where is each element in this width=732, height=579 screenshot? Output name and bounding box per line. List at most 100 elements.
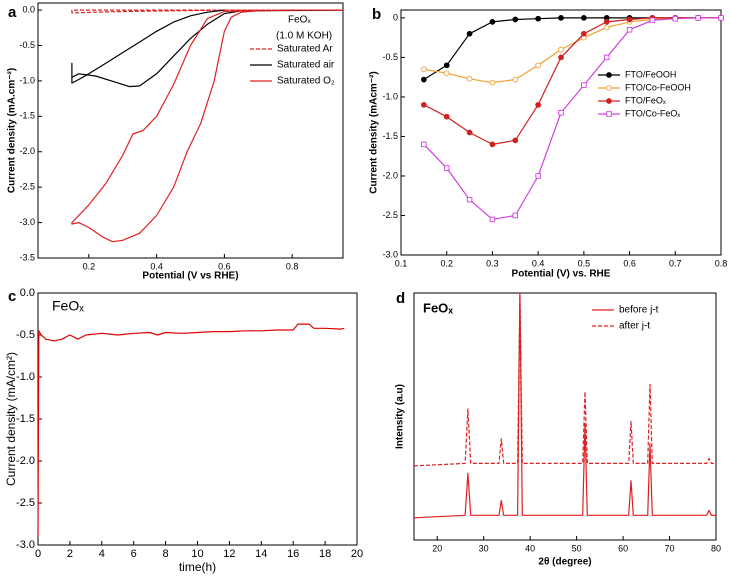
legend-marker <box>606 72 612 78</box>
marker <box>512 76 519 83</box>
legend-label: FTO/FeOOH <box>625 69 676 79</box>
y-axis-title: Current density (mA/cm²) <box>4 352 18 486</box>
marker <box>421 101 427 108</box>
marker <box>558 46 564 53</box>
marker <box>581 82 587 88</box>
series-line <box>413 292 716 467</box>
panel-letter: d <box>396 290 405 307</box>
marker <box>558 54 564 61</box>
y-tick-label: -2.0 <box>19 146 35 156</box>
marker <box>581 15 587 21</box>
legend-marker <box>606 111 612 117</box>
panel: d 20 30 40 50 60 70 80 2θ (degree) Intensity (a.u… <box>395 290 721 568</box>
legend-label: FTO/FeOₓ <box>625 95 666 105</box>
x-tick-label: 0.3 <box>486 258 499 268</box>
marker <box>466 75 473 82</box>
x-tick-label: 0.4 <box>532 258 545 268</box>
x-axis-title: time(h) <box>179 560 216 574</box>
legend-label: Saturated air <box>277 60 335 71</box>
x-tick-label: 0.7 <box>669 258 682 268</box>
y-tick-label: -0.5 <box>16 329 35 341</box>
series-line <box>71 9 344 88</box>
marker <box>603 54 610 61</box>
panel-letter: c <box>8 288 16 305</box>
marker <box>535 62 541 69</box>
marker <box>489 19 496 25</box>
legend-label: before j-t <box>619 305 659 316</box>
y-axis-title: Current density (mAcm⁻²) <box>369 71 380 194</box>
marker <box>443 62 450 69</box>
x-tick-label: 0 <box>35 548 41 560</box>
legend-marker <box>606 98 612 104</box>
annotation: FeOₓ <box>423 300 453 315</box>
marker <box>649 17 656 24</box>
x-tick-label: 8 <box>163 548 169 560</box>
marker <box>421 66 427 73</box>
marker <box>512 212 519 219</box>
plot-frame <box>413 292 717 541</box>
marker <box>581 30 587 37</box>
marker <box>535 173 541 179</box>
marker <box>512 16 519 23</box>
marker <box>421 141 427 148</box>
plot-frame <box>400 9 722 256</box>
panel: c 0 2 4 6 8 10 12 14 16 18 20 0.0 -0.5 -1.0 -1.5 -2.0 -2.… <box>4 287 363 574</box>
y-tick-label: -2.0 <box>382 170 398 180</box>
y-tick-label: -3.0 <box>382 249 398 259</box>
x-tick-label: 16 <box>287 548 299 560</box>
series-line <box>423 17 721 84</box>
plot-frame <box>37 2 344 259</box>
x-tick-label: 0.8 <box>715 258 728 268</box>
panel-letter: a <box>8 4 17 21</box>
marker <box>672 15 679 22</box>
y-tick-label: -2.5 <box>16 497 35 509</box>
x-tick-label: 12 <box>223 548 235 560</box>
series-line <box>37 323 345 537</box>
y-tick-label: -3.0 <box>16 539 35 551</box>
x-tick-label: 0.6 <box>218 261 231 271</box>
plot-frame <box>37 292 358 546</box>
x-tick-label: 30 <box>479 543 489 553</box>
y-tick-label: -3.5 <box>19 252 35 262</box>
x-tick-label: 50 <box>572 543 582 553</box>
legend-label: Saturated Ar <box>277 44 333 55</box>
x-tick-label: 20 <box>432 543 442 553</box>
marker <box>512 137 519 144</box>
marker <box>443 113 450 120</box>
series-line <box>423 17 721 81</box>
x-tick-label: 70 <box>665 543 675 553</box>
y-tick-label: 0.0 <box>20 287 35 299</box>
marker <box>421 76 427 83</box>
marker <box>626 27 633 33</box>
y-tick-label: 0 <box>393 12 398 22</box>
marker <box>535 101 541 108</box>
marker <box>489 79 496 86</box>
annotation: FeOₓ <box>52 298 84 314</box>
y-axis-title: Intensity (a.u) <box>395 384 406 449</box>
marker <box>558 15 564 21</box>
x-tick-label: 80 <box>711 543 721 553</box>
marker <box>603 24 610 31</box>
x-tick-label: 0.5 <box>578 258 591 268</box>
x-tick-label: 0.2 <box>440 258 453 268</box>
y-tick-label: -2.5 <box>382 210 398 220</box>
marker <box>535 15 541 22</box>
series-line <box>423 17 721 145</box>
legend-label: after j-t <box>619 321 650 332</box>
y-tick-label: -1.5 <box>382 131 398 141</box>
y-tick-label: -3.0 <box>19 217 35 227</box>
x-tick-label: 60 <box>618 543 628 553</box>
panel-letter: b <box>372 6 381 23</box>
marker <box>489 141 496 148</box>
x-tick-label: 0.1 <box>395 258 408 268</box>
legend-label: Saturated O₂ <box>277 76 335 87</box>
x-tick-label: 0.8 <box>286 261 299 271</box>
x-tick-label: 0.2 <box>83 261 96 271</box>
x-axis-title: Potential (V vs RHE) <box>142 271 238 282</box>
x-tick-label: 20 <box>351 548 363 560</box>
panel: b 0.1 0.2 0.3 0.4 0.5 0.6 0.7 0.8 0 -0.5 -1.0 -1.5 -2… <box>369 6 728 280</box>
marker <box>466 129 473 136</box>
x-axis-title: Potential (V) vs. RHE <box>512 269 611 280</box>
y-tick-label: -2.5 <box>19 182 35 192</box>
